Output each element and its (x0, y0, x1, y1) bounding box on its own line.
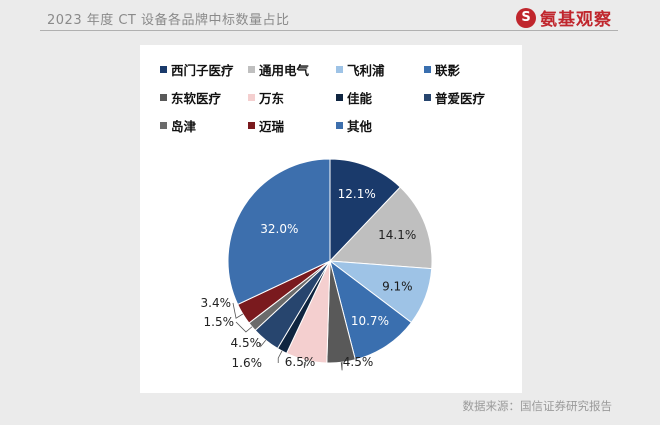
legend-item: 迈瑞 (248, 116, 284, 135)
legend-label: 联影 (435, 63, 461, 78)
legend-item: 普爱医疗 (424, 88, 485, 107)
leader-line (235, 321, 253, 333)
legend-swatch (336, 122, 343, 129)
data-label: 12.1% (338, 187, 376, 201)
legend-label: 其他 (347, 119, 373, 134)
data-label: 14.1% (378, 228, 416, 242)
data-label: 32.0% (260, 222, 298, 236)
brand-logo: S 氨基观察 (516, 5, 612, 30)
pie-slice (328, 186, 433, 270)
legend-swatch (336, 66, 343, 73)
source-note: 数据来源：国信证券研究报告 (462, 399, 613, 413)
legend-label: 迈瑞 (259, 119, 285, 134)
leader-line (340, 362, 343, 371)
data-label: 1.6% (232, 356, 263, 370)
legend-item: 飞利浦 (336, 60, 385, 79)
leader-line (277, 350, 283, 363)
legend-swatch (248, 66, 255, 73)
leader-line (232, 302, 244, 319)
legend-swatch (424, 66, 431, 73)
legend-swatch (248, 122, 255, 129)
header-title: 2023 年度 CT 设备各品牌中标数量占比 (47, 13, 290, 28)
legend-swatch (160, 94, 167, 101)
leader-line (303, 360, 307, 369)
data-label: 1.5% (204, 315, 235, 329)
legend-item: 岛津 (160, 116, 196, 135)
data-label: 4.5% (343, 355, 374, 369)
legend-label: 通用电气 (259, 63, 310, 78)
legend-item: 西门子医疗 (160, 60, 234, 79)
data-label: 10.7% (351, 314, 389, 328)
legend-label: 东软医疗 (171, 91, 222, 106)
legend-label: 万东 (259, 91, 285, 106)
legend-label: 飞利浦 (347, 63, 385, 78)
data-label: 9.1% (382, 279, 413, 293)
data-label: 4.5% (231, 336, 262, 350)
legend-swatch (160, 66, 167, 73)
legend-swatch (160, 122, 167, 129)
legend-item: 联影 (424, 60, 460, 79)
legend-swatch (248, 94, 255, 101)
leader-line (260, 339, 267, 348)
legend-item: 东软医疗 (160, 88, 221, 107)
logo-text: 氨基观察 (540, 10, 612, 30)
legend-swatch (424, 94, 431, 101)
legend-label: 西门子医疗 (171, 63, 234, 78)
pie-slice (227, 158, 331, 306)
legend-label: 佳能 (347, 91, 373, 106)
legend-label: 普爱医疗 (435, 91, 486, 106)
logo-mark-icon: S (516, 7, 536, 28)
legend-item: 其他 (336, 116, 372, 135)
legend-item: 通用电气 (248, 60, 309, 79)
pie-slice (329, 158, 401, 263)
legend-item: 万东 (248, 88, 284, 107)
legend-label: 岛津 (171, 119, 197, 134)
pie-slice (329, 259, 413, 361)
legend-swatch (336, 94, 343, 101)
legend-item: 佳能 (336, 88, 372, 107)
header-divider (40, 30, 618, 31)
data-label: 3.4% (201, 296, 232, 310)
data-label: 6.5% (285, 355, 316, 369)
